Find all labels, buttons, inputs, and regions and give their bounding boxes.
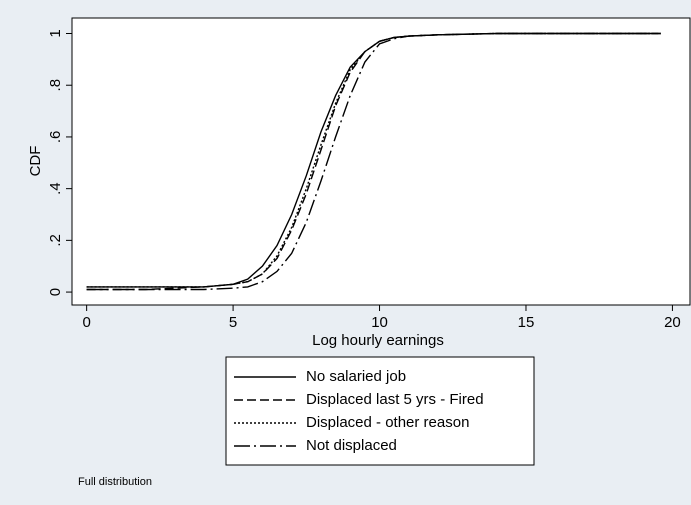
cdf-line [86,32,661,291]
y-tick-label: .2 [47,234,64,247]
legend-label: Displaced - other reason [306,414,469,431]
legend-label: Displaced last 5 yrs - Fired [306,391,484,408]
legend-label: No salaried job [306,368,406,385]
y-tick-label: 0 [47,288,64,296]
plot-area [71,17,691,306]
legend [225,356,535,466]
x-axis-label: Log hourly earnings [312,332,444,349]
x-tick-label: 0 [82,314,90,331]
y-tick-label: .4 [47,182,64,195]
legend-label: Not displaced [306,437,397,454]
x-tick-label: 5 [229,314,237,331]
y-tick-label: .8 [47,79,64,92]
y-axis-label: CDF [27,146,44,177]
note: Full distribution [78,476,152,488]
y-tick-label: .6 [47,131,64,144]
x-tick-label: 15 [518,314,535,331]
y-tick-label: 1 [47,29,64,37]
x-tick-label: 20 [664,314,681,331]
x-tick-label: 10 [371,314,388,331]
